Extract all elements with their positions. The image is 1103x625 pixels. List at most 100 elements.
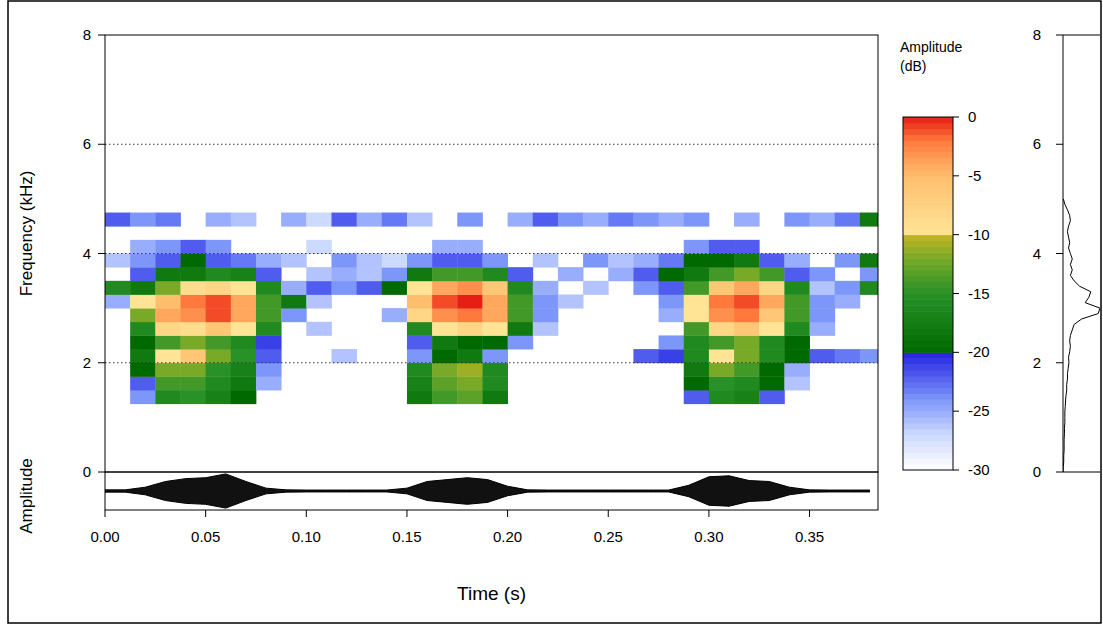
spectrogram-cell: [407, 363, 433, 377]
spectrogram-cell: [810, 322, 836, 336]
spectrogram-cell: [231, 213, 257, 227]
oscillogram-frame: [105, 472, 878, 510]
x-axis-title: Time (s): [457, 583, 526, 604]
colorbar-step: [903, 282, 953, 288]
spectrogram-cell: [407, 267, 433, 281]
spectrogram-cell: [508, 322, 534, 336]
y-tick-label: 0: [83, 463, 91, 480]
x-tick-label: 0.25: [594, 528, 623, 545]
colorbar-step: [903, 135, 953, 141]
spectrogram-cell: [558, 213, 584, 227]
spectrogram-cell: [206, 322, 232, 336]
colorbar-step: [903, 229, 953, 235]
colorbar-step: [903, 152, 953, 158]
colorbar-step: [903, 323, 953, 329]
colorbar-step: [903, 446, 953, 452]
colorbar-step: [903, 329, 953, 335]
spectrogram-cell: [659, 294, 685, 308]
spectrogram-cell: [709, 376, 735, 390]
spectrogram-cell: [281, 254, 307, 268]
spectrogram-cell: [206, 281, 232, 295]
colorbar-tick-label: -15: [968, 285, 990, 302]
spectrogram-cell: [709, 254, 735, 268]
spectrogram-cell: [457, 349, 483, 363]
spectrogram-cell: [382, 254, 408, 268]
colorbar-step: [903, 288, 953, 294]
spectrogram-cell: [759, 363, 785, 377]
spectrum-tick: [1056, 144, 1063, 145]
spectrogram-cell: [684, 376, 710, 390]
spectrogram-cell: [457, 267, 483, 281]
spectrogram-cell: [734, 240, 760, 254]
spectrogram-cell: [759, 335, 785, 349]
spectrogram-cell: [331, 281, 357, 295]
spectrogram-cell: [659, 213, 685, 227]
osc-axis-title: Amplitude: [17, 458, 36, 534]
spectrogram-cell: [432, 308, 458, 322]
spectrogram-cell: [608, 213, 634, 227]
spectrogram-cell: [281, 308, 307, 322]
spectrogram-cell: [734, 349, 760, 363]
spectrogram-cell: [684, 213, 710, 227]
spectrogram-cell: [633, 213, 659, 227]
colorbar-step: [903, 452, 953, 458]
spectrogram-cell: [432, 294, 458, 308]
spectrogram-cell: [256, 376, 282, 390]
spectrogram-cell: [734, 322, 760, 336]
spectrogram-cell: [180, 335, 206, 349]
spectrogram-cell: [734, 213, 760, 227]
spectrogram-cell: [407, 213, 433, 227]
spectrogram-cell: [684, 254, 710, 268]
spectrogram-cell: [331, 213, 357, 227]
colorbar-tick-label: -20: [968, 343, 990, 360]
colorbar-title: Amplitude(dB): [900, 39, 962, 74]
grid-line: [105, 144, 878, 145]
spectrogram-cell: [860, 281, 878, 295]
spectrogram-cell: [482, 335, 508, 349]
spectrum-tick-label: 0: [1033, 463, 1041, 480]
spectrogram-cell: [709, 281, 735, 295]
spectrogram-cell: [583, 254, 609, 268]
waveform-lower: [105, 492, 870, 508]
spectrogram-cell: [407, 322, 433, 336]
x-tick-label: 0.35: [795, 528, 824, 545]
spectrogram-cell: [130, 213, 156, 227]
colorbar-step: [903, 311, 953, 317]
spectrogram-cell: [407, 390, 433, 404]
spectrogram-cell: [784, 294, 810, 308]
spectrogram-cell: [331, 254, 357, 268]
spectrogram-cell: [810, 294, 836, 308]
spectrogram-cell: [130, 294, 156, 308]
spectrogram-cell: [206, 213, 232, 227]
colorbar-step: [903, 146, 953, 152]
colorbar-step: [903, 441, 953, 447]
spectrogram-cell: [709, 308, 735, 322]
spectrum-tick-label: 6: [1033, 135, 1041, 152]
spectrogram-cell: [231, 308, 257, 322]
spectrogram-cell: [533, 322, 559, 336]
colorbar-step: [903, 435, 953, 441]
colorbar-step: [903, 341, 953, 347]
spectrogram-cell: [130, 308, 156, 322]
spectrogram-cell: [482, 267, 508, 281]
colorbar-step: [903, 193, 953, 199]
spectrogram-cell: [407, 254, 433, 268]
spectrogram-cell: [382, 267, 408, 281]
spectrogram-cell: [860, 213, 878, 227]
spectrogram-cell: [784, 254, 810, 268]
x-tick: [105, 510, 106, 517]
y-tick-label: 4: [83, 245, 91, 262]
spectrogram-cell: [659, 267, 685, 281]
spectrogram-cell: [331, 349, 357, 363]
spectrogram-cell: [533, 294, 559, 308]
colorbar-step: [903, 317, 953, 323]
spectrogram-cell: [231, 390, 257, 404]
colorbar-step: [903, 305, 953, 311]
spectrogram-cell: [457, 254, 483, 268]
spectrogram-cell: [130, 322, 156, 336]
y-axis-title: Frequency (kHz): [17, 171, 36, 297]
spectrogram-cell: [684, 240, 710, 254]
spectrogram-cell: [231, 322, 257, 336]
spectrogram-cell: [759, 267, 785, 281]
spectrogram-cell: [155, 240, 181, 254]
